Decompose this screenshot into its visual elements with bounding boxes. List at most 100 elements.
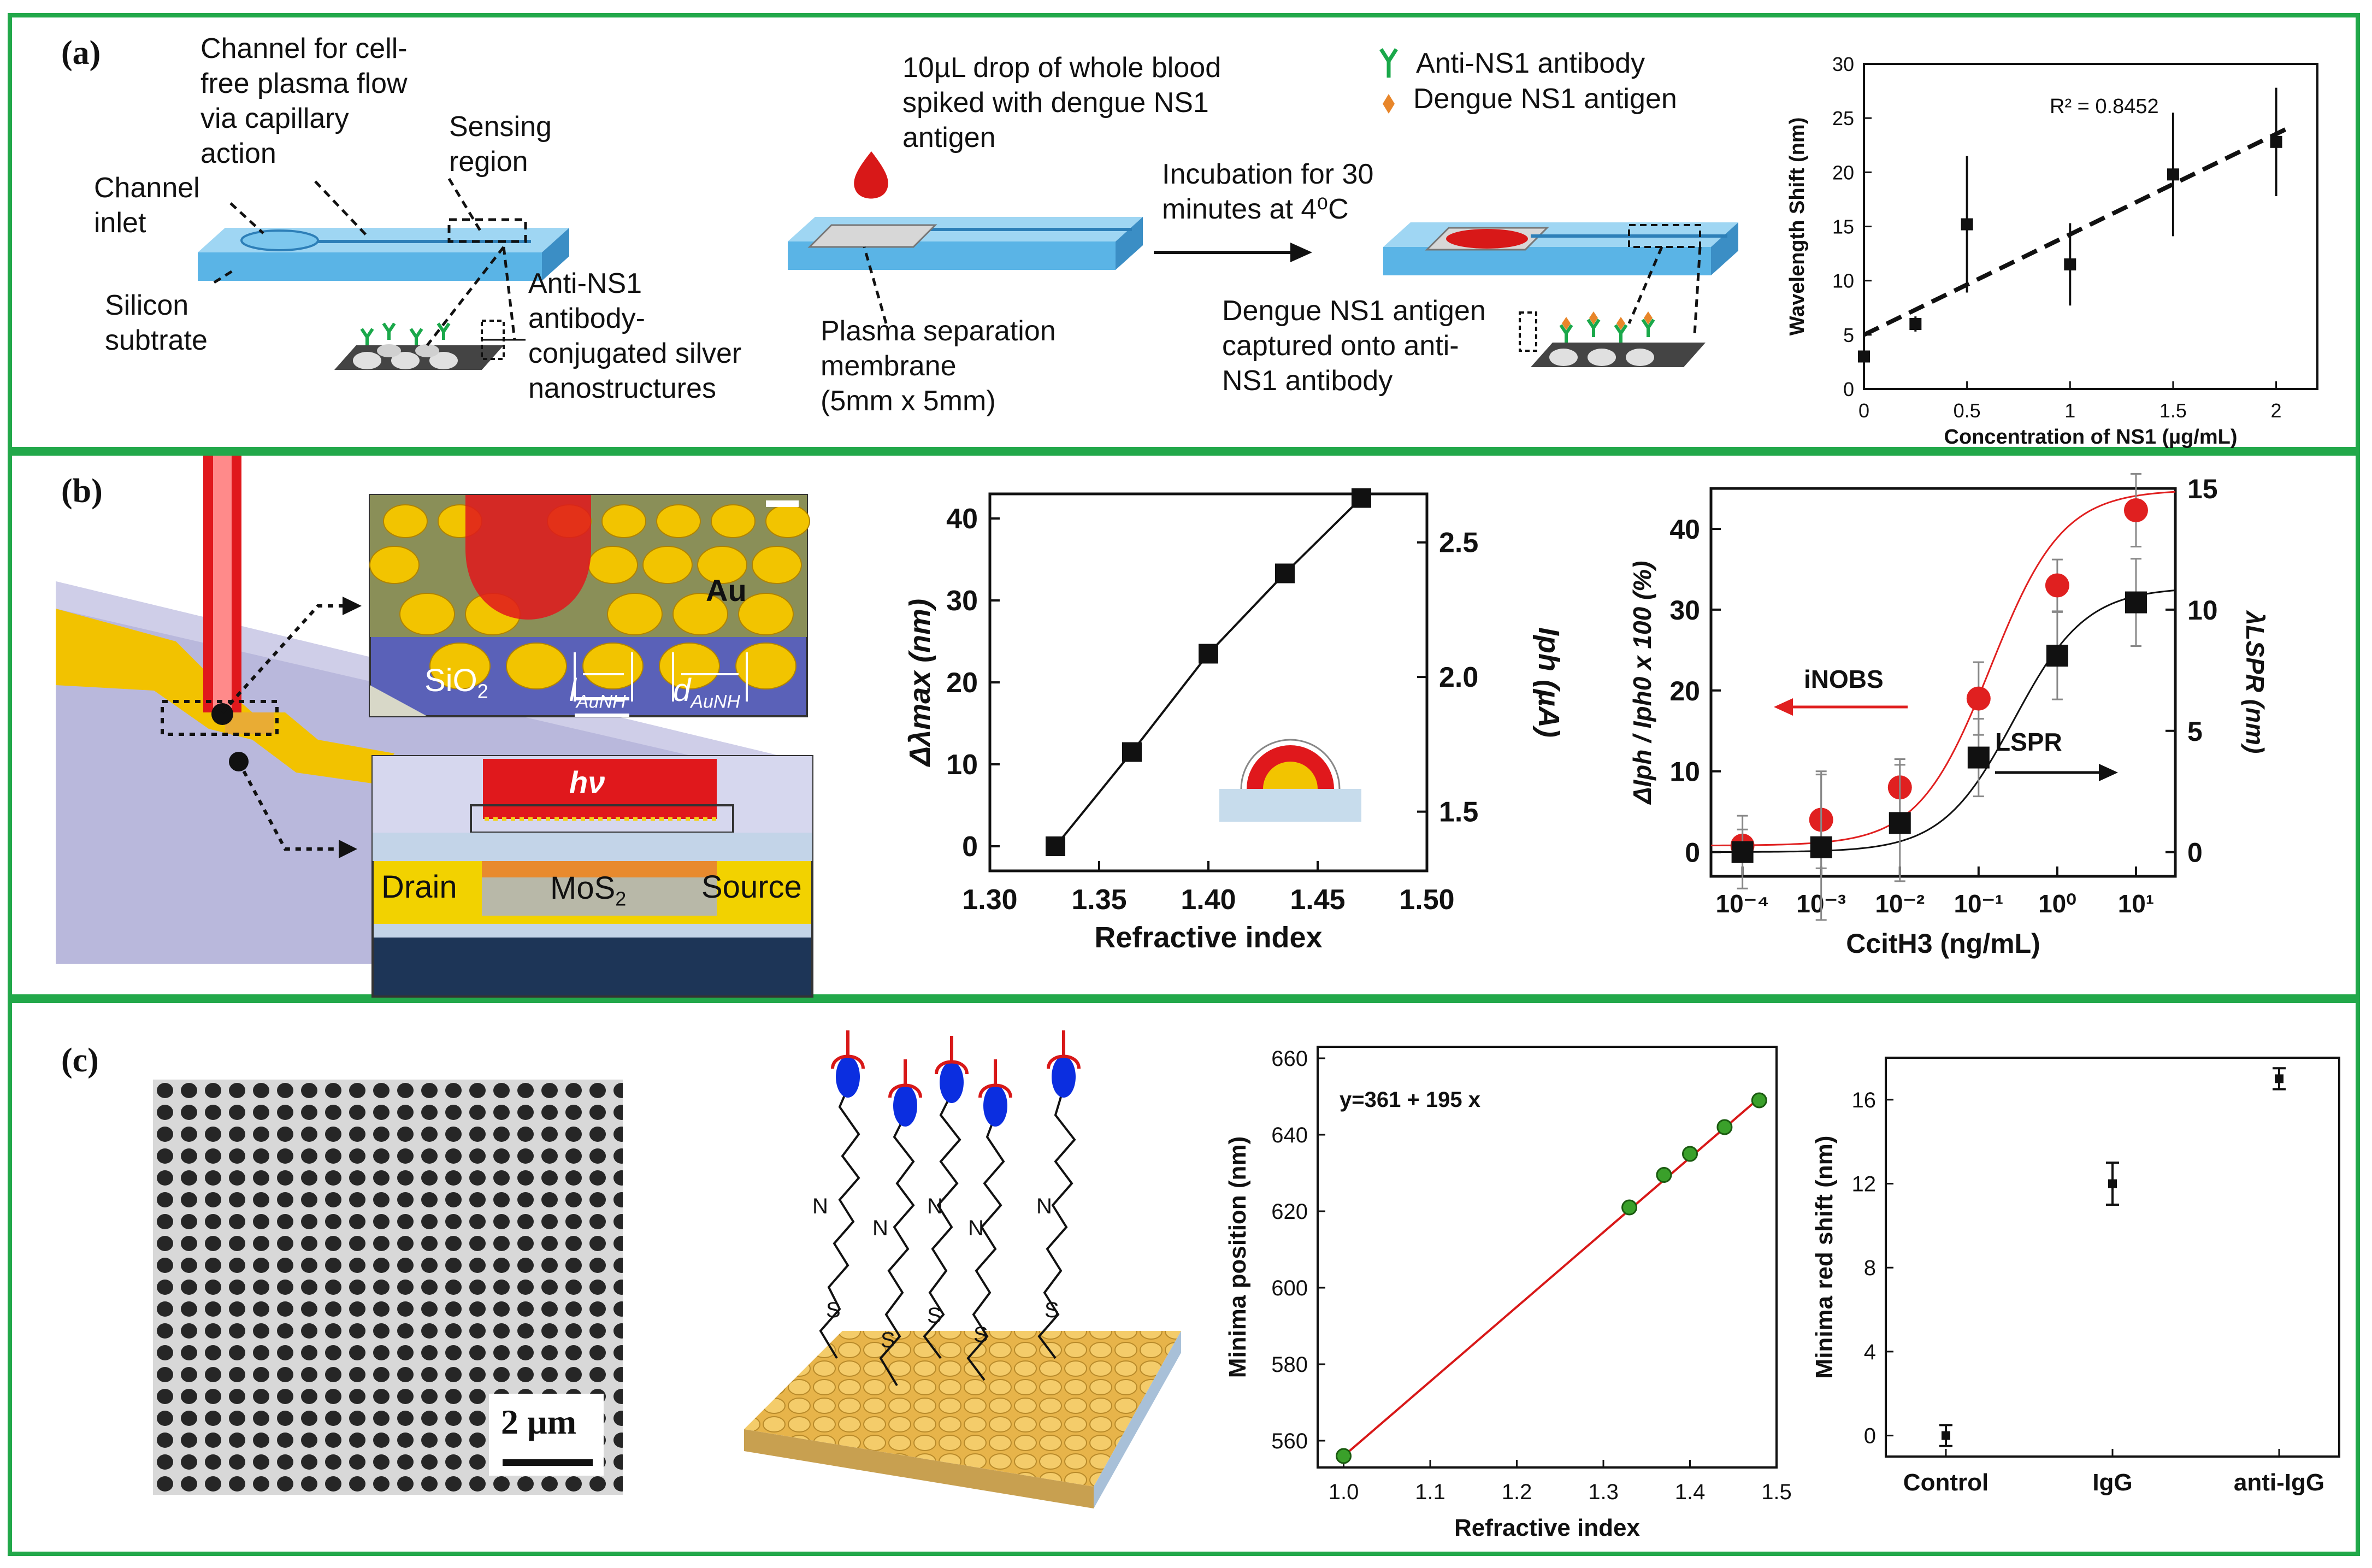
y-right-tick-label: 15 bbox=[2187, 474, 2218, 504]
data-point bbox=[1716, 1119, 1733, 1135]
arrow-head-lspr bbox=[2099, 764, 2118, 781]
panel-c-label: (c) bbox=[61, 1042, 99, 1079]
y-tick-label: 0 bbox=[1843, 378, 1854, 400]
data-point-inobs bbox=[2045, 573, 2069, 598]
x-tick-label: 1.3 bbox=[1588, 1480, 1619, 1504]
legend-antibody-text: Anti-NS1 antibody bbox=[1416, 48, 1645, 79]
data-point bbox=[1942, 1431, 1950, 1440]
inset-hemisphere bbox=[1263, 762, 1318, 789]
y-tick-label: 560 bbox=[1271, 1429, 1308, 1453]
x-tick-label: 2 bbox=[2271, 399, 2282, 422]
x-tick-label: 0 bbox=[1858, 399, 1869, 422]
y-tick-label: 580 bbox=[1271, 1353, 1308, 1377]
equation-annotation: y=361 + 195 x bbox=[1340, 1088, 1480, 1112]
label-au: Au bbox=[706, 573, 747, 608]
atom-n-5: N bbox=[1036, 1194, 1052, 1218]
incubation-arrow bbox=[1154, 243, 1312, 262]
y-axis-label: ΔIph / Iph0 x 100 (%) bbox=[1628, 561, 1656, 805]
label-silicon: Silicon subtrate bbox=[105, 290, 208, 356]
plasma-separation-membrane bbox=[807, 224, 937, 248]
data-point bbox=[1199, 644, 1218, 664]
atom-n-1: N bbox=[812, 1194, 828, 1218]
x-tick-label: 1.4 bbox=[1675, 1480, 1706, 1504]
sensor-chip-1 bbox=[198, 228, 569, 281]
y-tick-label: 10 bbox=[1669, 757, 1700, 787]
y-tick-label: 30 bbox=[1669, 595, 1700, 626]
panel-a: (a) bbox=[8, 13, 2360, 451]
atom-s-5: S bbox=[1045, 1298, 1059, 1322]
y-tick-label: 10 bbox=[1832, 270, 1854, 292]
r-squared-annotation: R² = 0.8452 bbox=[2050, 95, 2159, 118]
series-label-lspr: LSPR bbox=[1995, 728, 2062, 756]
x-tick-label: 1.1 bbox=[1415, 1480, 1445, 1504]
label-d-aunh: dAuNH bbox=[673, 673, 740, 712]
atom-n-3: N bbox=[927, 1194, 943, 1218]
panel-b-label: (b) bbox=[61, 473, 103, 510]
label-drain: Drain bbox=[381, 869, 457, 905]
plot-frame bbox=[1317, 1046, 1778, 1469]
y-axis-label: Δλmax (nm) bbox=[904, 599, 936, 767]
x-tick-label: 1.5 bbox=[2159, 399, 2187, 422]
x-tick-label: 1.35 bbox=[1071, 884, 1126, 916]
inset-substrate bbox=[1219, 789, 1361, 822]
ligand-heads bbox=[831, 1030, 1081, 1127]
x-tick-label: 0.5 bbox=[1954, 399, 1981, 422]
chart-minima-red-shift: 0 4 8 12 16 Control IgG anti-IgG Minima red shif… bbox=[1811, 1057, 2340, 1496]
plot-frame bbox=[1709, 487, 2177, 878]
x-tick-label: 1.45 bbox=[1290, 884, 1345, 916]
data-point-inobs bbox=[2123, 498, 2148, 522]
plot-frame bbox=[1885, 1057, 2340, 1458]
x-tick-label: 1.5 bbox=[1761, 1480, 1792, 1504]
label-sio2: SiO2 bbox=[424, 663, 488, 703]
data-point bbox=[1858, 350, 1870, 363]
data-point bbox=[1621, 1199, 1638, 1216]
data-point-inobs bbox=[1966, 686, 1991, 711]
x-tick-label: 1.40 bbox=[1181, 884, 1236, 916]
chart-refractive-index: 1.30 1.35 1.40 1.45 1.50 0 10 20 30 40 1.5 2.0 2.5 Re… bbox=[904, 488, 1565, 954]
panel-a-leader-lines bbox=[213, 178, 527, 346]
data-point bbox=[1122, 742, 1142, 762]
panel-b-device-illustration bbox=[56, 456, 813, 998]
label-l-aunh: lAuNH bbox=[569, 673, 626, 712]
data-point bbox=[1352, 488, 1371, 508]
y-tick-label: 30 bbox=[946, 585, 978, 617]
x-tick-label: 10¹ bbox=[2118, 889, 2154, 918]
label-antibody-silver: Anti-NS1 antibody- conjugated silver nan… bbox=[528, 268, 742, 404]
x-category-label: anti-IgG bbox=[2234, 1469, 2324, 1496]
atom-s-3: S bbox=[927, 1304, 942, 1328]
atom-s-4: S bbox=[973, 1323, 988, 1347]
y-right-tick-label: 10 bbox=[2187, 595, 2218, 626]
panel-c: (c) 2 µm N bbox=[8, 999, 2360, 1556]
y-tick-label: 8 bbox=[1864, 1256, 1876, 1280]
source-electrode bbox=[252, 712, 394, 783]
x-tick-label: 1.2 bbox=[1502, 1480, 1532, 1504]
blood-drop-icon bbox=[854, 151, 888, 199]
y-tick-label: 25 bbox=[1832, 107, 1854, 129]
x-category-label: IgG bbox=[2092, 1469, 2132, 1496]
y-tick-label: 640 bbox=[1271, 1123, 1308, 1147]
y-right-tick-label: 5 bbox=[2187, 716, 2203, 747]
label-membrane: Plasma separation membrane (5mm x 5mm) bbox=[821, 315, 1056, 417]
atom-s-2: S bbox=[881, 1328, 895, 1352]
y-tick-label: 5 bbox=[1843, 324, 1854, 346]
channel-inlet-well bbox=[240, 229, 319, 251]
x-axis-label: Concentration of NS1 (µg/mL) bbox=[1944, 426, 2238, 449]
x-tick-label: 10⁻¹ bbox=[1954, 889, 2003, 918]
legend-antigen-icon bbox=[1383, 94, 1395, 114]
x-tick-label: 10⁻² bbox=[1875, 889, 1925, 918]
device-cross-section bbox=[371, 755, 813, 998]
fit-curve-lspr bbox=[1710, 590, 2176, 853]
y-axis-label: Minima red shift (nm) bbox=[1811, 1136, 1838, 1379]
atom-n-2: N bbox=[872, 1216, 888, 1240]
x-tick-label: 1.50 bbox=[1399, 884, 1454, 916]
label-hv: hν bbox=[569, 765, 605, 799]
data-point bbox=[1336, 1448, 1352, 1464]
y-tick-label: 20 bbox=[1832, 161, 1854, 184]
y-tick-label: 4 bbox=[1864, 1340, 1876, 1364]
data-point bbox=[1751, 1092, 1767, 1109]
panel-a-label: (a) bbox=[61, 34, 101, 72]
y-tick-label: 20 bbox=[1669, 676, 1700, 706]
data-point bbox=[2275, 1074, 2284, 1083]
y-tick-label: 20 bbox=[946, 667, 978, 699]
data-point bbox=[1656, 1167, 1672, 1183]
